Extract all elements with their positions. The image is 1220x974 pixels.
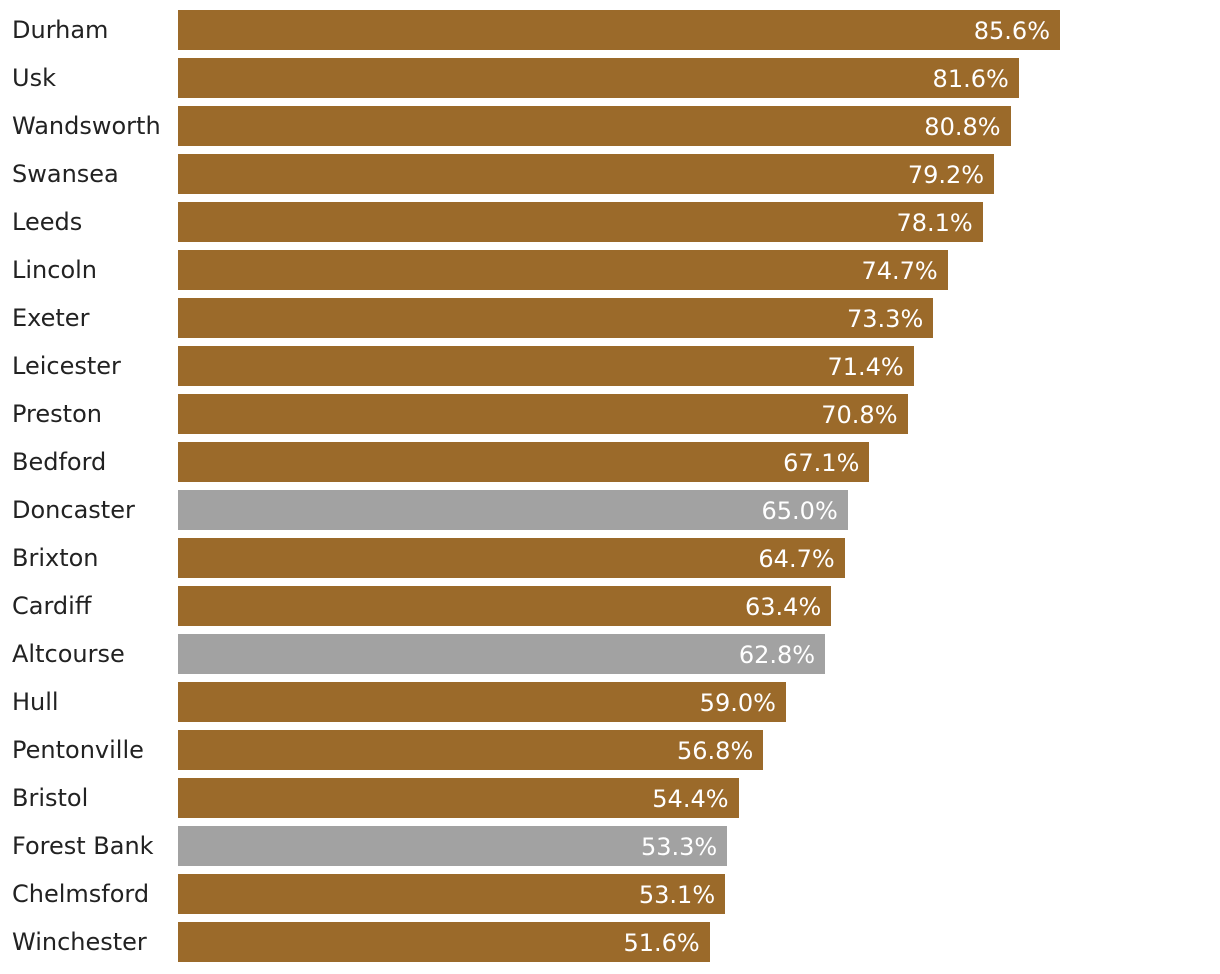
bar [178,730,764,770]
value-label: 63.4% [745,593,822,621]
category-label: Winchester [12,928,147,956]
value-label: 74.7% [861,257,938,285]
category-label: Doncaster [12,496,135,524]
category-label: Lincoln [12,256,98,284]
bar-row: Winchester 51.6% [0,922,1220,962]
bar [178,538,845,578]
bar-row: Wandsworth 80.8% [0,106,1220,146]
bar [178,778,739,818]
bar-row: Bedford 67.1% [0,442,1220,482]
bar-row: Exeter 73.3% [0,298,1220,338]
bar [178,154,995,194]
category-label: Hull [12,688,59,716]
value-label: 53.3% [640,833,718,861]
bar [178,874,726,914]
bar [178,202,983,242]
value-label: 79.2% [907,161,985,189]
bar-row: Swansea 79.2% [0,154,1220,194]
category-label: Pentonville [12,736,144,764]
bar [178,58,1019,98]
bar-row: Altcourse 62.8% [0,634,1220,674]
category-label: Durham [12,16,109,44]
category-label: Leicester [12,352,121,380]
bar [178,586,832,626]
category-label: Preston [12,400,102,428]
bar-row: Leicester 71.4% [0,346,1220,386]
value-label: 67.1% [783,449,860,477]
bar [178,250,948,290]
bar-row: Pentonville 56.8% [0,730,1220,770]
value-label: 81.6% [932,65,1009,93]
bar [178,682,786,722]
value-label: 80.8% [924,113,1001,141]
bar [178,634,826,674]
bar [178,442,870,482]
bar-row: Doncaster 65.0% [0,490,1220,530]
bar [178,346,914,386]
bar [178,106,1011,146]
bar-row: Chelmsford 53.1% [0,874,1220,914]
value-label: 59.0% [699,689,776,717]
bar [178,298,934,338]
value-label: 78.1% [896,209,973,237]
category-label: Chelmsford [12,880,150,908]
bar [178,394,908,434]
value-label: 62.8% [738,641,816,669]
bar-row: Brixton 64.7% [0,538,1220,578]
category-label: Altcourse [12,640,125,668]
category-label: Swansea [12,160,119,188]
value-label: 53.1% [638,881,716,909]
category-label: Wandsworth [12,112,161,140]
category-label: Leeds [12,208,83,236]
bar-row: Lincoln 74.7% [0,250,1220,290]
category-label: Cardiff [12,592,92,620]
bar-row: Cardiff 63.4% [0,586,1220,626]
value-label: 65.0% [761,497,838,525]
category-label: Brixton [12,544,99,572]
category-label: Forest Bank [12,832,154,860]
category-label: Exeter [12,304,90,332]
bar-row: Durham 85.6% [0,10,1220,50]
bar [178,922,710,962]
category-label: Bristol [12,784,89,812]
bar-row: Forest Bank 53.3% [0,826,1220,866]
bar [178,10,1060,50]
value-label: 70.8% [821,401,898,429]
bar [178,490,848,530]
bar-row: Hull 59.0% [0,682,1220,722]
value-label: 64.7% [758,545,835,573]
value-label: 54.4% [652,785,729,813]
bar-row: Bristol 54.4% [0,778,1220,818]
bar-row: Usk 81.6% [0,58,1220,98]
value-label: 51.6% [623,929,700,957]
value-label: 73.3% [847,305,924,333]
category-label: Usk [12,64,56,92]
bar-row: Leeds 78.1% [0,202,1220,242]
bar-row: Preston 70.8% [0,394,1220,434]
value-label: 71.4% [827,353,904,381]
bar [178,826,728,866]
value-label: 56.8% [677,737,754,765]
value-label: 85.6% [973,17,1050,45]
category-label: Bedford [12,448,107,476]
